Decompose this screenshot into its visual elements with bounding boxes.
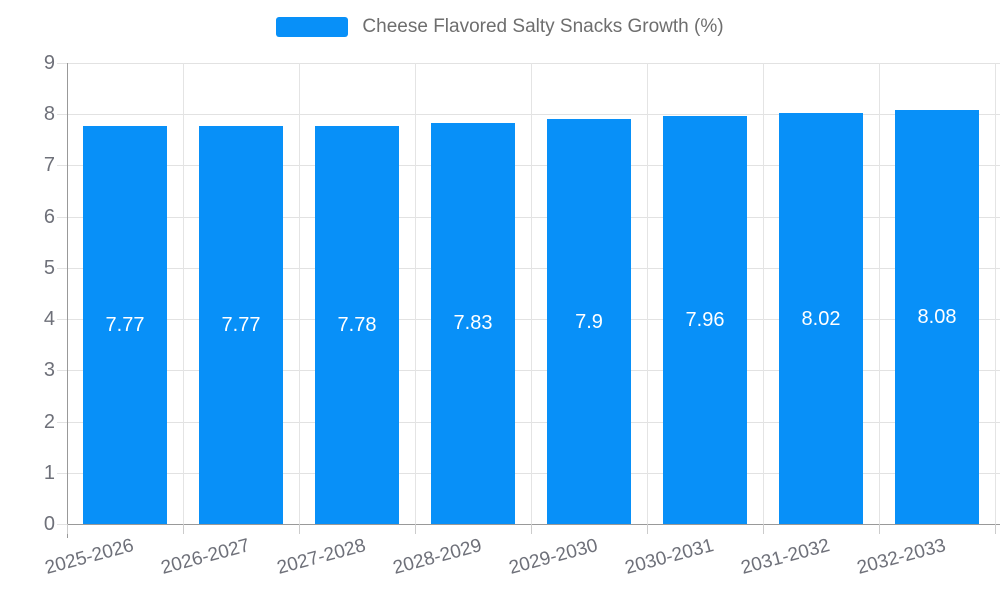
x-axis-tick	[763, 524, 764, 534]
y-axis-label: 0	[43, 513, 55, 535]
bar: 8.02	[779, 113, 863, 524]
y-axis-line	[67, 63, 68, 538]
x-axis-label: 2032-2033	[854, 535, 949, 579]
y-axis-label: 3	[43, 359, 55, 382]
bar-value-label: 7.83	[453, 312, 493, 335]
y-axis-label: 1	[43, 461, 55, 484]
y-axis-label: 9	[43, 52, 55, 74]
bar: 8.08	[895, 110, 979, 524]
gridline-vertical	[647, 63, 648, 524]
gridline-vertical	[879, 63, 880, 524]
bar-value-label: 7.9	[575, 310, 603, 333]
x-axis-tick	[67, 524, 68, 534]
bar-value-label: 7.78	[337, 313, 377, 336]
x-axis-label: 2031-2032	[738, 535, 833, 579]
bar-value-label: 7.96	[685, 309, 725, 332]
legend: Cheese Flavored Salty Snacks Growth (%)	[0, 16, 1000, 38]
x-axis-label: 2027-2028	[274, 535, 369, 579]
gridline-horizontal	[57, 421, 1000, 423]
gridline-vertical	[299, 63, 300, 524]
bar-value-label: 7.77	[221, 314, 261, 336]
gridline-vertical	[183, 63, 184, 524]
bar-value-label: 8.02	[801, 307, 841, 330]
gridline-vertical	[995, 63, 996, 524]
x-axis-label: 2025-2026	[42, 535, 137, 579]
bar: 7.77	[199, 126, 283, 524]
x-axis-label: 2029-2030	[506, 535, 601, 579]
x-axis-tick	[879, 524, 880, 534]
y-axis-label: 6	[43, 205, 55, 228]
y-axis-label: 8	[43, 103, 55, 126]
bar-value-label: 7.77	[105, 314, 145, 336]
bar: 7.9	[547, 119, 631, 524]
y-axis-label: 7	[43, 154, 55, 177]
gridline-vertical	[415, 63, 416, 524]
x-axis-label: 2030-2031	[622, 535, 717, 579]
gridline-horizontal	[57, 63, 1000, 64]
x-axis-tick	[531, 524, 532, 534]
y-axis-label: 4	[43, 308, 55, 331]
gridline-horizontal	[57, 472, 1000, 474]
x-axis-tick	[415, 524, 416, 534]
gridline-vertical	[531, 63, 532, 524]
y-axis-label: 5	[43, 256, 55, 279]
x-axis-tick	[299, 524, 300, 534]
legend-label: Cheese Flavored Salty Snacks Growth (%)	[362, 16, 724, 37]
x-axis-tick	[183, 524, 184, 534]
gridline-horizontal	[57, 319, 1000, 321]
gridline-horizontal	[57, 216, 1000, 218]
gridline-horizontal	[57, 165, 1000, 167]
legend-swatch-icon	[276, 17, 349, 37]
bar-value-label: 8.08	[917, 306, 957, 329]
x-axis-tick	[647, 524, 648, 534]
bar: 7.83	[431, 122, 515, 524]
gridline-vertical	[763, 63, 764, 524]
gridline-horizontal	[57, 114, 1000, 116]
bar: 7.96	[663, 116, 747, 524]
x-axis-tick	[995, 524, 996, 534]
legend-item[interactable]: Cheese Flavored Salty Snacks Growth (%)	[276, 16, 724, 38]
plot-area: 0 1 2 3 4 5 6 7 8 9 7.77 2025-2026 7.77 2026-2027 7.78…	[43, 53, 1000, 579]
bar: 7.77	[83, 126, 167, 524]
y-axis-label: 2	[43, 410, 55, 433]
bar: 7.78	[315, 125, 399, 524]
gridline-horizontal	[57, 370, 1000, 372]
x-axis-label: 2026-2027	[158, 535, 253, 579]
x-axis-label: 2028-2029	[390, 535, 485, 579]
gridline-horizontal	[57, 267, 1000, 269]
x-axis-line	[67, 524, 1000, 525]
